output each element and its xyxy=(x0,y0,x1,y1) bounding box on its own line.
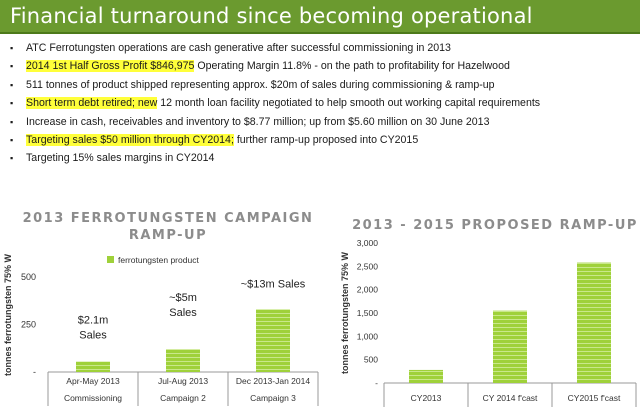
y-tick-label: 1,000 xyxy=(357,331,379,341)
x-tick-label: Jul-Aug 2013 xyxy=(158,376,208,386)
y-axis-label: tonnes ferrotungsten 75% W xyxy=(340,251,350,374)
bullet-item: ▪ Short term debt retired; new 12 month l… xyxy=(8,96,636,114)
x-tick-label: Dec 2013-Jan 2014 xyxy=(236,376,310,386)
bullet-item: ▪ 511 tonnes of product shipped represent… xyxy=(8,78,636,96)
bullet-text: 511 tonnes of product shipped representi… xyxy=(26,78,495,92)
bullet-text-segment: ATC Ferrotungsten operations are cash ge… xyxy=(26,42,451,54)
bullet-item: ▪ Targeting 15% sales margins in CY2014 xyxy=(8,151,636,169)
y-tick-label: 1,500 xyxy=(357,308,379,318)
bar xyxy=(409,369,443,383)
y-tick-label: 500 xyxy=(364,355,378,365)
bullet-text-segment: Increase in cash, receivables and invent… xyxy=(26,115,490,128)
x-tick-label: CY 2014 f'cast xyxy=(483,393,538,403)
chart-1-title-line-1: 2013 FERROTUNGSTEN CAMPAIGN xyxy=(22,211,314,226)
bullet-text-segment: Operating Margin 11.8% - on the path to … xyxy=(194,60,510,73)
bullet-text: Targeting sales $50 million through CY20… xyxy=(26,133,418,147)
bullet-text: Targeting 15% sales margins in CY2014 xyxy=(26,151,214,165)
chart-1: tonnes ferrotungsten 75% W - 250 500 Apr-May… xyxy=(3,253,319,406)
bullet-item: ▪ 2014 1st Half Gross Profit $846,975 Ope… xyxy=(8,59,636,77)
bullet-text-segment: further ramp-up proposed into CY2015 xyxy=(233,133,419,146)
bullet-text: 2014 1st Half Gross Profit $846,975 Oper… xyxy=(26,59,510,73)
highlighted-text: Targeting sales $50 million through CY20… xyxy=(26,133,234,146)
x-sub-label: Campaign 3 xyxy=(250,393,296,403)
bullet-item: ▪ Targeting sales $50 million through CY2… xyxy=(8,133,636,151)
x-tick-label: CY2015 f'cast xyxy=(568,393,621,403)
annotation-label: $2.1m xyxy=(78,315,109,327)
y-tick-label: - xyxy=(33,367,36,377)
y-tick-label: 2,000 xyxy=(357,285,379,295)
x-tick-label: CY2013 xyxy=(411,393,442,403)
legend-swatch xyxy=(107,256,114,263)
chart-2-title: 2013 - 2015 PROPOSED RAMP-UP xyxy=(352,218,638,233)
bullet-text: Short term debt retired; new 12 month lo… xyxy=(26,96,540,110)
bar xyxy=(256,309,290,372)
header-bar: Financial turnaround since becoming oper… xyxy=(0,0,640,34)
page-title: Financial turnaround since becoming oper… xyxy=(10,4,533,28)
chart-2: tonnes ferrotungsten 75% W - 500 1,000 1,500… xyxy=(340,238,637,407)
x-tick-label: Apr-May 2013 xyxy=(66,376,120,386)
y-tick-label: - xyxy=(375,378,378,388)
y-axis-label: tonnes ferrotungsten 75% W xyxy=(3,253,13,376)
bullet-text: Increase in cash, receivables and invent… xyxy=(26,115,489,129)
bullet-marker-icon: ▪ xyxy=(10,61,14,72)
bullet-text: ATC Ferrotungsten operations are cash ge… xyxy=(26,41,451,55)
annotation-label: ~$13m Sales xyxy=(241,278,306,290)
annotation-label: ~$5m xyxy=(169,292,197,304)
y-tick-label: 3,000 xyxy=(357,238,379,248)
bullet-marker-icon: ▪ xyxy=(10,153,14,164)
y-tick-label: 2,500 xyxy=(357,261,379,271)
bullet-item: ▪ Increase in cash, receivables and inven… xyxy=(8,115,636,133)
bar xyxy=(76,361,110,372)
y-tick-label: 250 xyxy=(21,320,36,330)
bullet-text-segment: 511 tonnes of product shipped representi… xyxy=(26,78,495,91)
bar xyxy=(493,310,527,383)
bullet-marker-icon: ▪ xyxy=(10,98,14,109)
bullet-text-segment: Targeting 15% sales margins in CY2014 xyxy=(26,152,215,165)
highlighted-text: Short term debt retired; new xyxy=(26,97,158,110)
bullet-marker-icon: ▪ xyxy=(10,43,14,53)
legend-label: ferrotungsten product xyxy=(118,255,199,265)
annotation-label: Sales xyxy=(79,330,107,342)
x-sub-label: Commissioning xyxy=(64,393,122,403)
bar xyxy=(166,349,200,372)
bullet-marker-icon: ▪ xyxy=(10,116,14,127)
bullet-text-segment: 12 month loan facility negotiated to hel… xyxy=(157,97,541,110)
bullet-list: ▪ ATC Ferrotungsten operations are cash g… xyxy=(8,41,636,170)
bar xyxy=(577,262,611,383)
chart-1-title: 2013 FERROTUNGSTEN CAMPAIGN RAMP-UP xyxy=(18,210,318,244)
x-sub-label: Campaign 2 xyxy=(160,393,206,403)
bullet-item: ▪ ATC Ferrotungsten operations are cash g… xyxy=(8,41,636,59)
chart-1-title-line-2: RAMP-UP xyxy=(128,228,208,243)
annotation-label: Sales xyxy=(169,307,197,319)
highlighted-text: 2014 1st Half Gross Profit $846,975 xyxy=(26,60,195,73)
bullet-marker-icon: ▪ xyxy=(10,134,14,145)
y-tick-label: 500 xyxy=(21,272,36,282)
bullet-marker-icon: ▪ xyxy=(10,79,14,90)
